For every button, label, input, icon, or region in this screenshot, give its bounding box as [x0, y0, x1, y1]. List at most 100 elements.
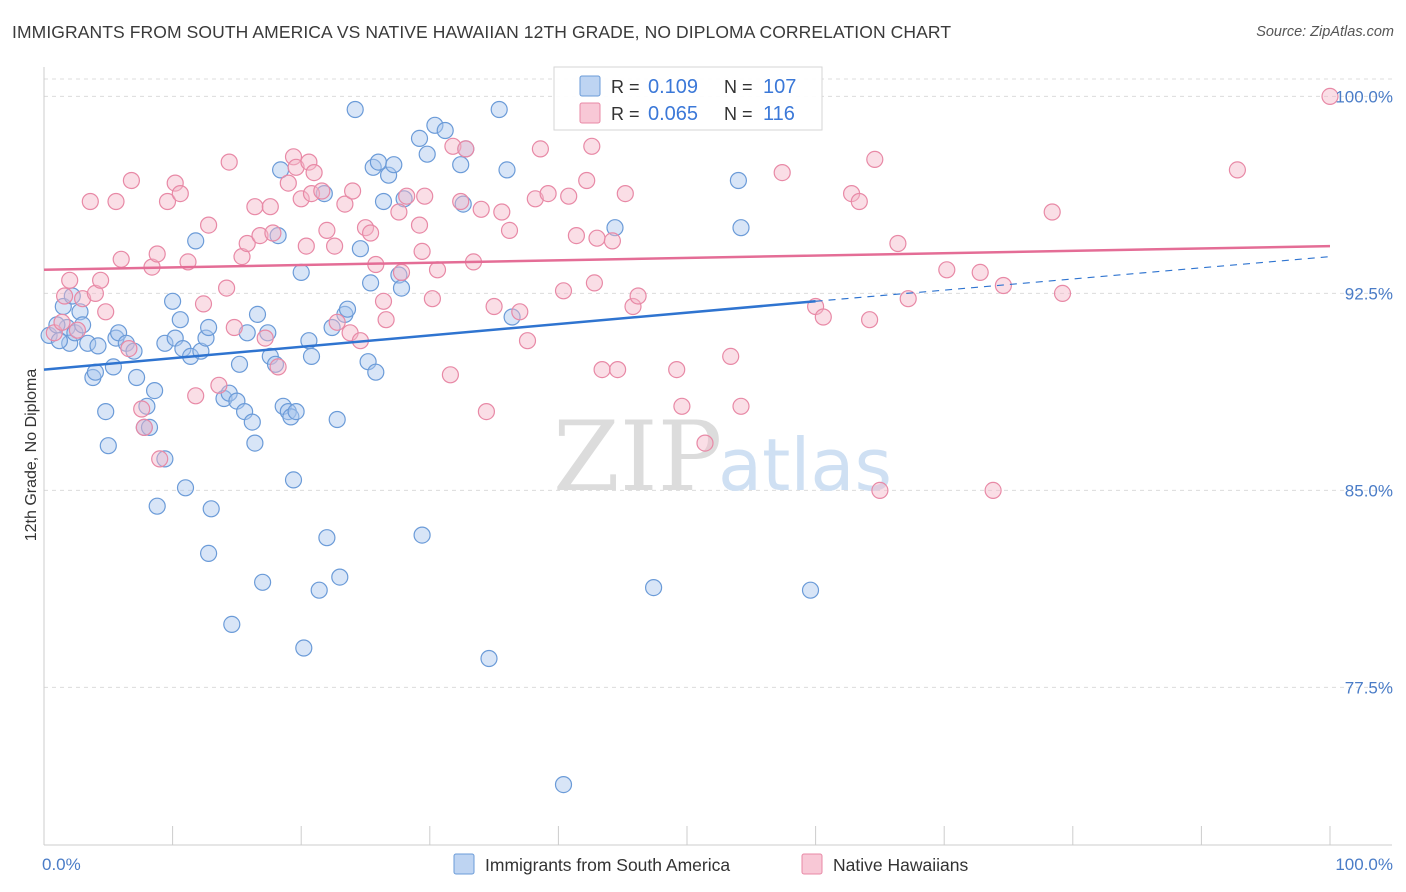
- point-native-hawaiian: [73, 290, 92, 308]
- point-south-america: [390, 266, 408, 284]
- point-native-hawaiian: [61, 271, 79, 289]
- point-south-america: [729, 171, 748, 190]
- point-native-hawaiian: [246, 198, 264, 216]
- point-south-america: [238, 324, 256, 342]
- point-south-america: [148, 497, 166, 515]
- point-native-hawaiian: [585, 274, 604, 292]
- point-native-hawaiian: [261, 198, 279, 216]
- legend-bottom-label: Immigrants from South America: [485, 855, 730, 875]
- point-south-america: [490, 100, 508, 119]
- point-native-hawaiian: [452, 192, 470, 211]
- point-south-america: [89, 337, 107, 355]
- point-south-america: [367, 363, 385, 381]
- data-points: [40, 87, 1339, 794]
- point-south-america: [146, 382, 164, 400]
- point-south-america: [171, 311, 189, 329]
- point-south-america: [200, 544, 218, 563]
- point-native-hawaiian: [485, 297, 503, 316]
- y-tick-label: 92.5%: [1345, 284, 1393, 303]
- gridlines: [44, 78, 1392, 688]
- point-native-hawaiian: [97, 303, 115, 321]
- point-native-hawaiian: [413, 242, 431, 260]
- point-native-hawaiian: [860, 311, 879, 329]
- point-native-hawaiian: [1043, 203, 1061, 221]
- point-native-hawaiian: [410, 216, 429, 234]
- point-south-america: [323, 318, 341, 337]
- point-native-hawaiian: [871, 481, 889, 499]
- point-native-hawaiian: [356, 219, 375, 237]
- point-south-america: [328, 410, 346, 429]
- point-south-america: [480, 649, 498, 668]
- legend-series: Immigrants from South America Native Hawa…: [453, 853, 968, 875]
- point-native-hawaiian: [292, 190, 310, 208]
- legend-n-value: 107: [763, 76, 796, 98]
- tick-labels: 100.0% 92.5% 85.0% 77.5% 0.0% 100.0%: [42, 87, 1393, 874]
- point-south-america: [128, 368, 146, 387]
- point-native-hawaiian: [428, 261, 447, 279]
- point-native-hawaiian: [326, 237, 344, 255]
- trend-south-america: [43, 300, 816, 371]
- point-native-hawaiian: [722, 347, 740, 365]
- point-native-hawaiian: [336, 195, 354, 213]
- point-native-hawaiian: [305, 164, 323, 182]
- point-south-america: [295, 639, 313, 657]
- point-native-hawaiian: [264, 224, 282, 242]
- point-south-america: [287, 403, 305, 421]
- point-native-hawaiian: [91, 271, 110, 289]
- point-native-hawaiian: [526, 190, 544, 208]
- point-native-hawaiian: [554, 282, 573, 300]
- trend-lines: [43, 244, 1331, 371]
- point-south-america: [454, 195, 472, 213]
- point-south-america: [338, 300, 357, 318]
- point-south-america: [243, 413, 261, 431]
- point-native-hawaiian: [318, 221, 336, 239]
- point-native-hawaiian: [151, 450, 169, 468]
- y-tick-label: 100.0%: [1335, 87, 1393, 106]
- point-south-america: [364, 158, 382, 176]
- legend-r-label: R =: [611, 104, 640, 124]
- point-native-hawaiian: [608, 361, 627, 379]
- legend-bottom-swatch: [453, 853, 475, 875]
- point-native-hawaiian: [133, 400, 151, 418]
- point-native-hawaiian: [668, 361, 686, 379]
- point-native-hawaiian: [171, 185, 189, 203]
- point-native-hawaiian: [377, 311, 395, 329]
- point-south-america: [97, 403, 115, 421]
- point-south-america: [79, 334, 97, 352]
- y-tick-label: 77.5%: [1345, 678, 1393, 697]
- point-south-america: [410, 129, 429, 147]
- point-native-hawaiian: [629, 287, 647, 305]
- point-south-america: [346, 100, 364, 119]
- point-south-america: [395, 190, 413, 208]
- point-native-hawaiian: [279, 174, 297, 192]
- point-native-hawaiian: [773, 164, 791, 182]
- point-native-hawaiian: [444, 137, 462, 155]
- point-native-hawaiian: [225, 318, 243, 337]
- point-native-hawaiian: [218, 279, 236, 297]
- point-south-america: [606, 219, 624, 237]
- point-native-hawaiian: [297, 237, 315, 255]
- point-native-hawaiian: [120, 340, 138, 358]
- watermark-zip: ZIP: [553, 401, 722, 513]
- point-south-america: [374, 192, 393, 211]
- point-native-hawaiian: [889, 234, 907, 253]
- point-native-hawaiian: [1321, 87, 1339, 106]
- point-south-america: [369, 153, 387, 171]
- point-native-hawaiian: [122, 171, 140, 190]
- x-tick-label-max: 100.0%: [1335, 855, 1393, 874]
- point-native-hawaiian: [732, 397, 750, 415]
- point-south-america: [436, 121, 454, 140]
- point-south-america: [426, 116, 444, 134]
- point-south-america: [223, 615, 241, 634]
- point-native-hawaiian: [578, 171, 596, 190]
- point-native-hawaiian: [938, 261, 956, 279]
- point-native-hawaiian: [457, 140, 475, 158]
- point-south-america: [801, 581, 820, 599]
- point-native-hawaiian: [187, 387, 205, 405]
- point-south-america: [385, 156, 403, 174]
- point-native-hawaiian: [477, 403, 495, 421]
- legend-bottom-label: Native Hawaiians: [833, 855, 968, 875]
- point-native-hawaiian: [416, 187, 434, 205]
- point-native-hawaiian: [866, 150, 884, 168]
- point-south-america: [331, 568, 349, 586]
